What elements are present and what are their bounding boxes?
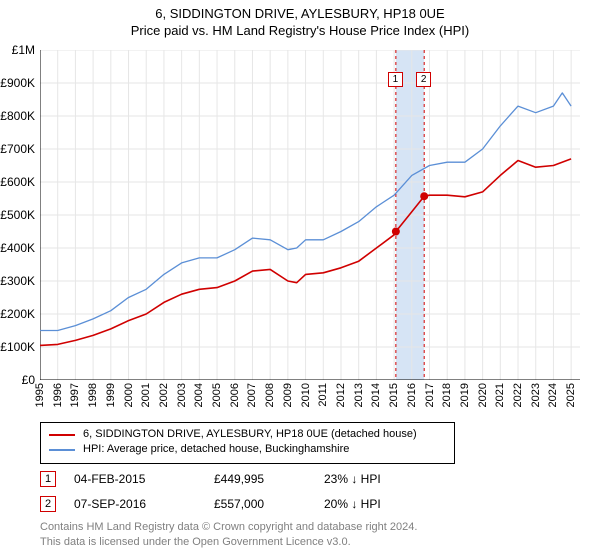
x-axis-label: 2025 xyxy=(565,383,577,407)
x-axis-label: 2015 xyxy=(388,383,400,407)
x-axis-label: 2016 xyxy=(406,383,418,407)
x-axis-label: 2006 xyxy=(229,383,241,407)
legend-label: HPI: Average price, detached house, Buck… xyxy=(83,442,349,457)
x-axis-label: 2019 xyxy=(459,383,471,407)
x-axis-label: 2009 xyxy=(282,383,294,407)
chart-area: £0£100K£200K£300K£400K£500K£600K£700K£80… xyxy=(40,50,580,380)
x-axis-label: 2014 xyxy=(370,383,382,407)
x-axis-label: 2007 xyxy=(246,383,258,407)
x-axis-label: 2003 xyxy=(176,383,188,407)
x-axis-label: 1997 xyxy=(69,383,81,407)
x-axis-label: 2021 xyxy=(494,383,506,407)
x-axis-label: 2023 xyxy=(530,383,542,407)
footer: Contains HM Land Registry data © Crown c… xyxy=(40,520,417,550)
y-axis-label: £500K xyxy=(0,208,35,222)
footer-line: Contains HM Land Registry data © Crown c… xyxy=(40,520,417,535)
y-axis-label: £800K xyxy=(0,109,35,123)
y-axis-label: £1M xyxy=(0,43,35,57)
sale-price: £449,995 xyxy=(214,472,324,486)
x-axis-label: 2012 xyxy=(335,383,347,407)
sale-row: 2 07-SEP-2016 £557,000 20% ↓ HPI xyxy=(40,491,434,516)
x-axis-label: 2000 xyxy=(123,383,135,407)
y-axis-label: £700K xyxy=(0,142,35,156)
sale-date: 04-FEB-2015 xyxy=(74,472,214,486)
chart-header: 6, SIDDINGTON DRIVE, AYLESBURY, HP18 0UE… xyxy=(0,0,600,38)
chart-sale-badge: 2 xyxy=(416,72,431,87)
sale-date: 07-SEP-2016 xyxy=(74,497,214,511)
y-axis-label: £400K xyxy=(0,241,35,255)
sale-diff: 23% ↓ HPI xyxy=(324,472,434,486)
legend-item: HPI: Average price, detached house, Buck… xyxy=(49,442,446,457)
legend-swatch xyxy=(49,434,75,436)
chart-title: 6, SIDDINGTON DRIVE, AYLESBURY, HP18 0UE xyxy=(0,6,600,21)
x-axis-label: 2010 xyxy=(300,383,312,407)
y-axis-label: £100K xyxy=(0,340,35,354)
line-chart xyxy=(40,50,580,380)
sale-diff: 20% ↓ HPI xyxy=(324,497,434,511)
legend-swatch xyxy=(49,449,75,451)
chart-subtitle: Price paid vs. HM Land Registry's House … xyxy=(0,23,600,38)
x-axis-label: 2020 xyxy=(477,383,489,407)
x-axis-label: 1995 xyxy=(34,383,46,407)
y-axis-label: £600K xyxy=(0,175,35,189)
x-axis-label: 1996 xyxy=(52,383,64,407)
chart-sale-badge: 1 xyxy=(388,72,403,87)
legend-label: 6, SIDDINGTON DRIVE, AYLESBURY, HP18 0UE… xyxy=(83,427,417,442)
x-axis-label: 2018 xyxy=(441,383,453,407)
sale-price: £557,000 xyxy=(214,497,324,511)
x-axis-label: 2011 xyxy=(317,383,329,407)
x-axis-label: 2001 xyxy=(140,383,152,407)
x-axis-label: 2017 xyxy=(424,383,436,407)
x-axis-label: 1998 xyxy=(87,383,99,407)
x-axis-label: 2022 xyxy=(512,383,524,407)
x-axis-label: 2013 xyxy=(353,383,365,407)
sales-list: 1 04-FEB-2015 £449,995 23% ↓ HPI 2 07-SE… xyxy=(40,466,434,516)
x-axis-label: 1999 xyxy=(105,383,117,407)
sale-row: 1 04-FEB-2015 £449,995 23% ↓ HPI xyxy=(40,466,434,491)
y-axis-label: £900K xyxy=(0,76,35,90)
x-axis-label: 2002 xyxy=(158,383,170,407)
x-axis-label: 2005 xyxy=(211,383,223,407)
x-axis-label: 2004 xyxy=(193,383,205,407)
x-axis-label: 2008 xyxy=(264,383,276,407)
legend: 6, SIDDINGTON DRIVE, AYLESBURY, HP18 0UE… xyxy=(40,422,455,464)
sale-marker-badge: 1 xyxy=(40,471,56,487)
footer-line: This data is licensed under the Open Gov… xyxy=(40,535,417,550)
y-axis-label: £200K xyxy=(0,307,35,321)
sale-marker-badge: 2 xyxy=(40,496,56,512)
legend-item: 6, SIDDINGTON DRIVE, AYLESBURY, HP18 0UE… xyxy=(49,427,446,442)
x-axis-label: 2024 xyxy=(547,383,559,407)
y-axis-label: £300K xyxy=(0,274,35,288)
y-axis-label: £0 xyxy=(0,373,35,387)
